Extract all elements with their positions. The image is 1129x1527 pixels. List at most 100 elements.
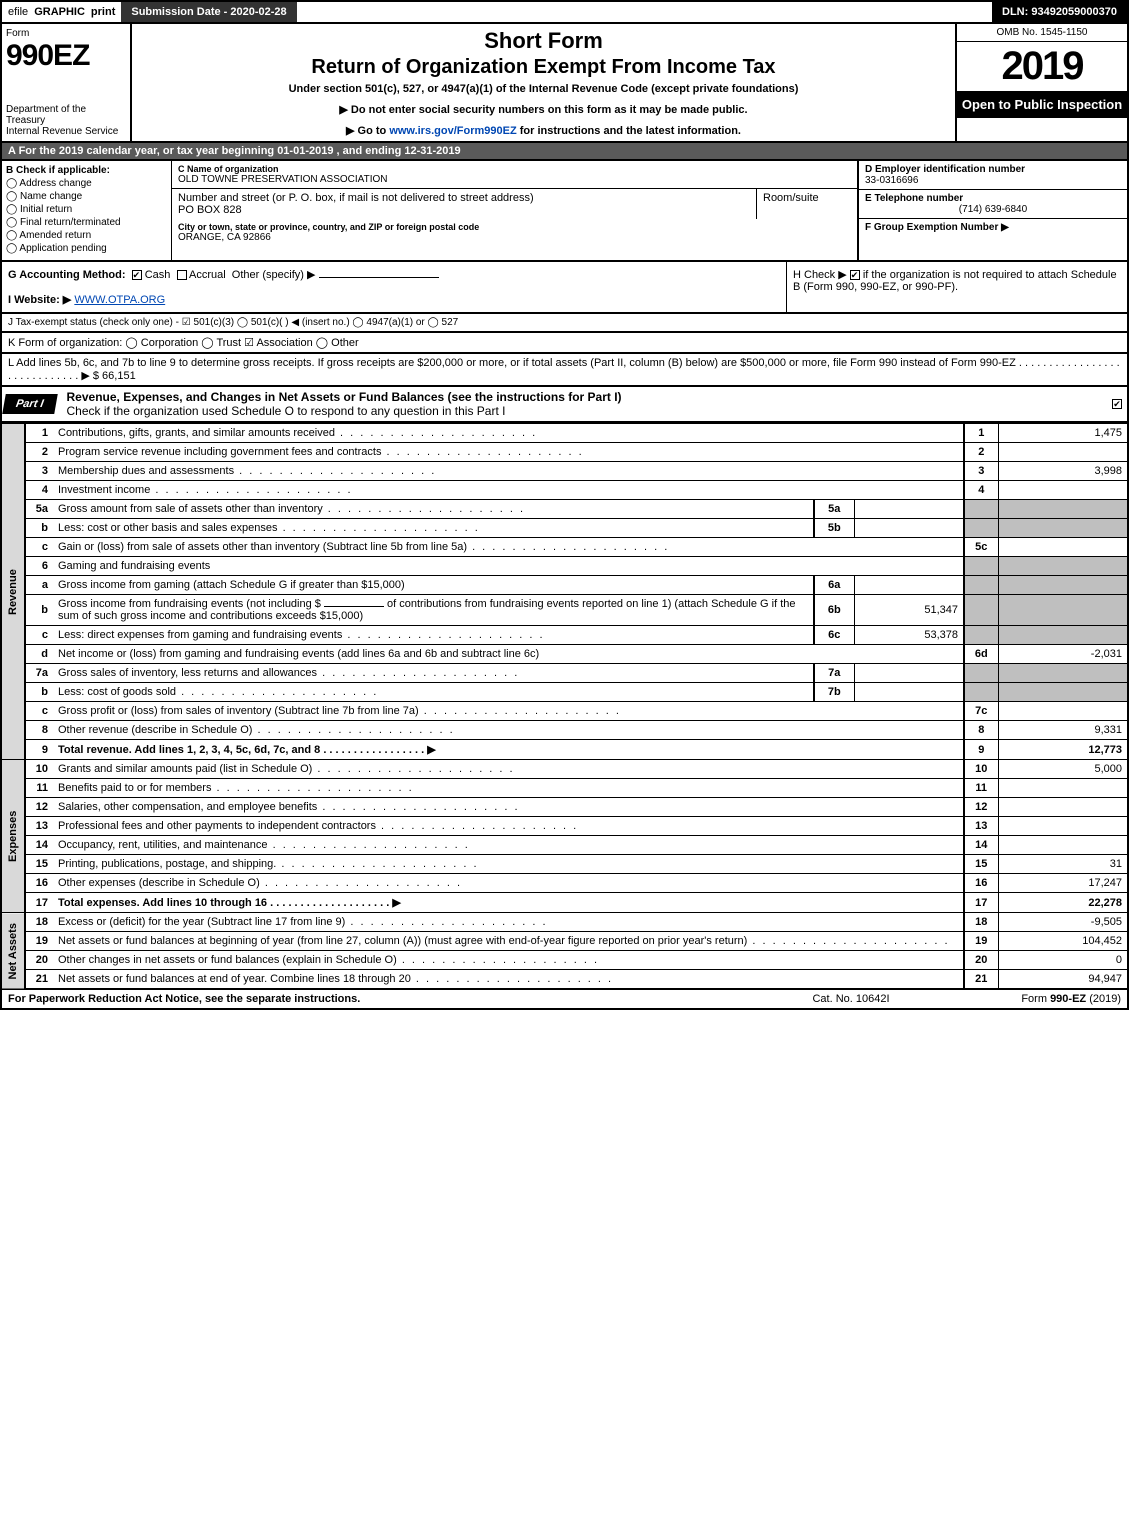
page-footer: For Paperwork Reduction Act Notice, see … xyxy=(0,990,1129,1010)
phone-value: (714) 639-6840 xyxy=(865,204,1121,215)
header-center: Short Form Return of Organization Exempt… xyxy=(132,24,957,141)
header-right: OMB No. 1545-1150 2019 Open to Public In… xyxy=(957,24,1127,141)
form-title-2: Return of Organization Exempt From Incom… xyxy=(138,56,949,79)
section-b: B Check if applicable: ◯ Address change … xyxy=(2,161,172,260)
line-12-value xyxy=(998,798,1128,817)
line-5b-value xyxy=(854,519,964,538)
section-g: G Accounting Method: Cash Accrual Other … xyxy=(2,262,787,312)
section-l: L Add lines 5b, 6c, and 7b to line 9 to … xyxy=(0,354,1129,387)
form-warning: ▶ Do not enter social security numbers o… xyxy=(138,103,949,116)
chk-cash[interactable] xyxy=(132,270,142,280)
form-subtitle: Under section 501(c), 527, or 4947(a)(1)… xyxy=(138,83,949,95)
line-16-value: 17,247 xyxy=(998,874,1128,893)
line-7a-value xyxy=(854,664,964,683)
header-left: Form 990EZ Department of the Treasury In… xyxy=(2,24,132,141)
chk-initial-return[interactable]: ◯ Initial return xyxy=(6,204,167,215)
tax-year: 2019 xyxy=(957,42,1127,91)
part-1-checkbox[interactable] xyxy=(1107,398,1127,410)
address-value: PO BOX 828 xyxy=(178,204,750,216)
line-6c-value: 53,378 xyxy=(854,626,964,645)
line-10-value: 5,000 xyxy=(998,760,1128,779)
row-a-tax-year: A For the 2019 calendar year, or tax yea… xyxy=(0,143,1129,161)
efile-label: efile xyxy=(8,6,28,18)
address-label: Number and street (or P. O. box, if mail… xyxy=(178,192,750,204)
print-link[interactable]: print xyxy=(91,6,115,18)
section-i-label: I Website: ▶ xyxy=(8,294,71,306)
chk-accrual[interactable] xyxy=(177,270,187,280)
section-c: C Name of organization OLD TOWNE PRESERV… xyxy=(172,161,857,260)
part-1-tab: Part I xyxy=(2,394,57,414)
line-14-value xyxy=(998,836,1128,855)
chk-name-change[interactable]: ◯ Name change xyxy=(6,191,167,202)
info-block: B Check if applicable: ◯ Address change … xyxy=(0,161,1129,262)
section-h: H Check ▶ if the organization is not req… xyxy=(787,262,1127,312)
form-link-line: ▶ Go to www.irs.gov/Form990EZ for instru… xyxy=(138,124,949,137)
line-9-value: 12,773 xyxy=(998,740,1128,760)
section-b-label: B Check if applicable: xyxy=(6,165,110,176)
section-def: D Employer identification number 33-0316… xyxy=(857,161,1127,260)
city-label: City or town, state or province, country… xyxy=(178,222,851,232)
line-11-value xyxy=(998,779,1128,798)
line-18-value: -9,505 xyxy=(998,913,1128,932)
group-exemption-label: F Group Exemption Number ▶ xyxy=(865,222,1009,233)
line-8-value: 9,331 xyxy=(998,721,1128,740)
line-15-value: 31 xyxy=(998,855,1128,874)
expenses-sidelabel: Expenses xyxy=(1,760,25,913)
city-value: ORANGE, CA 92866 xyxy=(178,232,851,243)
graphic-label: GRAPHIC xyxy=(34,6,85,18)
form-header: Form 990EZ Department of the Treasury In… xyxy=(0,22,1129,143)
row-gh: G Accounting Method: Cash Accrual Other … xyxy=(0,262,1129,314)
ein-value: 33-0316696 xyxy=(865,175,1121,186)
irs-link[interactable]: www.irs.gov/Form990EZ xyxy=(389,125,516,137)
other-method-input[interactable] xyxy=(319,277,439,278)
line-20-value: 0 xyxy=(998,951,1128,970)
chk-amended-return[interactable]: ◯ Amended return xyxy=(6,230,167,241)
form-word: Form xyxy=(6,28,126,39)
gross-receipts-value: $ 66,151 xyxy=(93,370,136,382)
form-number: 990EZ xyxy=(6,39,126,73)
line-19-value: 104,452 xyxy=(998,932,1128,951)
catalog-number: Cat. No. 10642I xyxy=(761,993,941,1005)
part-1-table: Revenue 1 Contributions, gifts, grants, … xyxy=(0,423,1129,990)
section-j: J Tax-exempt status (check only one) - ☑… xyxy=(0,314,1129,333)
org-name: OLD TOWNE PRESERVATION ASSOCIATION xyxy=(178,174,851,185)
line-7b-value xyxy=(854,683,964,702)
line-6a-value xyxy=(854,576,964,595)
part-1-title: Revenue, Expenses, and Changes in Net As… xyxy=(64,387,1107,421)
line-1-value: 1,475 xyxy=(998,424,1128,443)
line-5c-value xyxy=(998,538,1128,557)
part-1-header: Part I Revenue, Expenses, and Changes in… xyxy=(0,387,1129,423)
chk-final-return[interactable]: ◯ Final return/terminated xyxy=(6,217,167,228)
form-footer-label: Form 990-EZ (2019) xyxy=(941,993,1121,1005)
inspection-badge: Open to Public Inspection xyxy=(957,91,1127,118)
phone-label: E Telephone number xyxy=(865,193,1121,204)
topbar: efile GRAPHIC print Submission Date - 20… xyxy=(0,0,1129,22)
net-assets-sidelabel: Net Assets xyxy=(1,913,25,990)
paperwork-notice: For Paperwork Reduction Act Notice, see … xyxy=(8,993,761,1005)
org-name-label: C Name of organization xyxy=(178,164,851,174)
line-2-value xyxy=(998,443,1128,462)
omb-number: OMB No. 1545-1150 xyxy=(957,24,1127,42)
revenue-sidelabel: Revenue xyxy=(1,424,25,760)
chk-application-pending[interactable]: ◯ Application pending xyxy=(6,243,167,254)
line-6b-value: 51,347 xyxy=(854,595,964,626)
dln-badge: DLN: 93492059000370 xyxy=(992,2,1127,22)
chk-schedule-b-not-required[interactable] xyxy=(850,270,860,280)
line-3-value: 3,998 xyxy=(998,462,1128,481)
line-21-value: 94,947 xyxy=(998,970,1128,990)
chk-address-change[interactable]: ◯ Address change xyxy=(6,178,167,189)
department-label: Department of the Treasury Internal Reve… xyxy=(6,104,126,137)
website-link[interactable]: WWW.OTPA.ORG xyxy=(74,294,165,306)
room-label: Room/suite xyxy=(763,192,851,204)
line-13-value xyxy=(998,817,1128,836)
line-17-value: 22,278 xyxy=(998,893,1128,913)
line-4-value xyxy=(998,481,1128,500)
section-k: K Form of organization: ◯ Corporation ◯ … xyxy=(0,333,1129,354)
topbar-left: efile GRAPHIC print xyxy=(2,4,121,20)
line-6d-value: -2,031 xyxy=(998,645,1128,664)
line-5a-value xyxy=(854,500,964,519)
line-7c-value xyxy=(998,702,1128,721)
form-title-1: Short Form xyxy=(138,28,949,54)
ein-label: D Employer identification number xyxy=(865,164,1121,175)
submission-date-badge: Submission Date - 2020-02-28 xyxy=(121,2,296,22)
